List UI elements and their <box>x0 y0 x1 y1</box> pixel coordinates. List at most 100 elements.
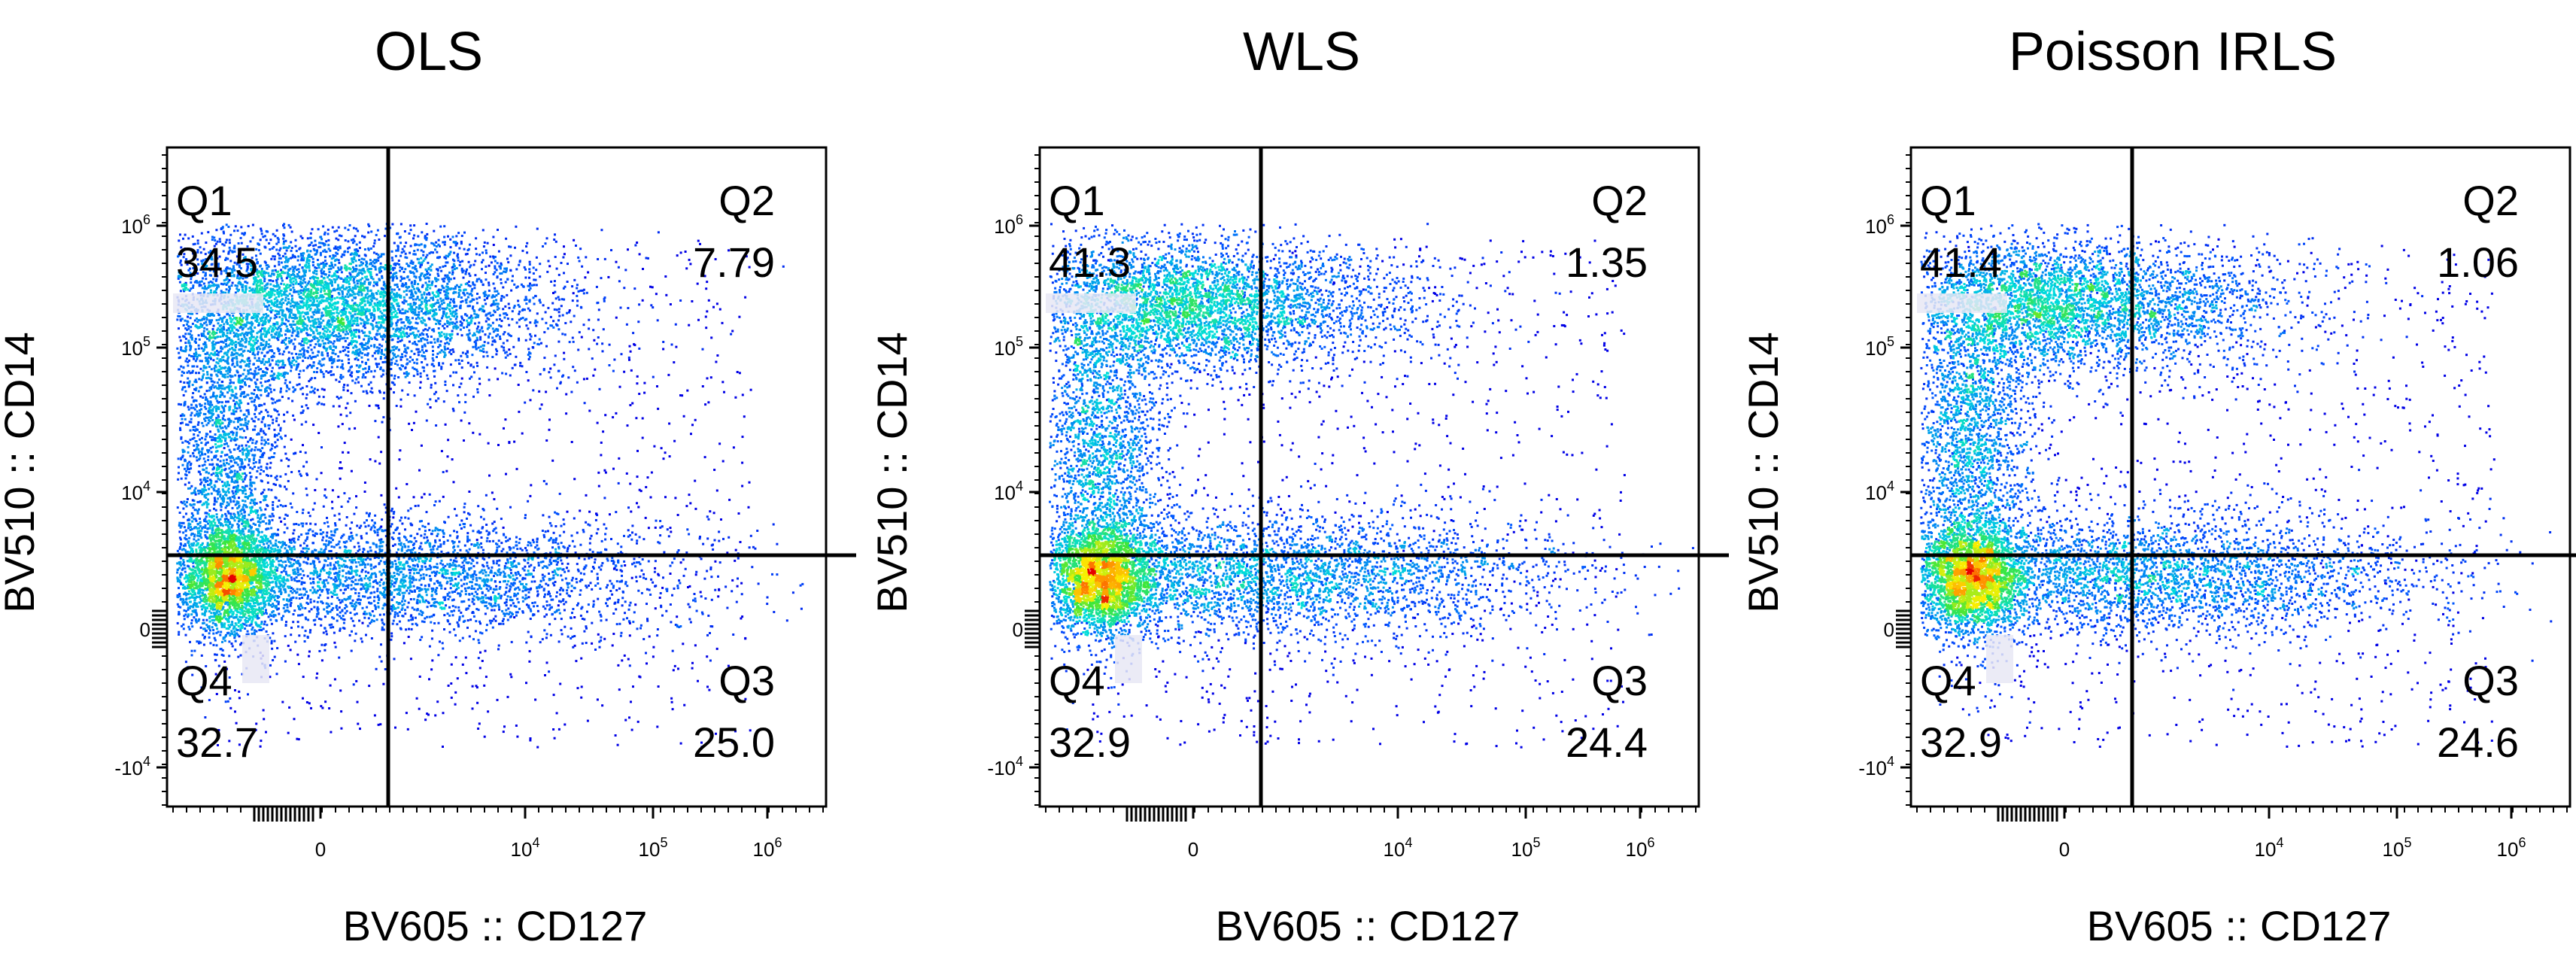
event-dot <box>279 330 282 333</box>
event-dot <box>333 325 336 328</box>
event-dot <box>417 330 420 333</box>
event-dot <box>254 287 257 290</box>
event-dot <box>269 279 272 282</box>
event-dot <box>267 265 270 268</box>
event-dot <box>211 551 214 554</box>
event-dot <box>360 298 363 301</box>
event-dot <box>215 342 217 345</box>
event-dot <box>293 317 296 320</box>
event-dot <box>333 247 336 250</box>
event-dot <box>375 260 378 263</box>
event-dot <box>396 335 399 338</box>
event-dot <box>527 358 530 360</box>
event-dot <box>409 272 412 274</box>
event-dot <box>431 291 434 294</box>
event-dot <box>227 291 230 294</box>
event-dot <box>353 281 356 284</box>
event-dot <box>204 267 207 269</box>
event-dot <box>330 333 333 336</box>
event-dot <box>427 377 430 380</box>
event-dot <box>187 288 190 291</box>
event-dot <box>349 306 352 309</box>
event-dot <box>478 321 481 324</box>
event-dot <box>336 278 339 281</box>
event-dot <box>256 317 258 321</box>
event-dot <box>255 254 257 257</box>
event-dot <box>327 371 330 374</box>
event-dot <box>355 268 358 271</box>
event-dot <box>347 347 350 349</box>
event-dot <box>328 310 331 313</box>
event-dot <box>308 305 310 308</box>
event-dot <box>341 337 344 340</box>
event-dot <box>286 275 289 278</box>
event-dot <box>494 256 497 258</box>
event-dot <box>321 354 324 357</box>
event-dot <box>438 332 441 334</box>
event-dot <box>466 292 469 295</box>
event-dot <box>470 299 473 302</box>
event-dot <box>273 388 276 391</box>
event-dot <box>327 238 330 242</box>
event-dot <box>491 295 494 298</box>
event-dot <box>190 336 193 339</box>
event-dot <box>525 298 528 301</box>
event-dot <box>447 255 450 258</box>
event-dot <box>466 361 469 364</box>
event-dot <box>202 315 205 318</box>
event-dot <box>496 302 499 305</box>
event-dot <box>283 223 286 226</box>
event-dot <box>418 340 421 343</box>
event-dot <box>184 350 187 353</box>
event-dot <box>322 336 325 339</box>
event-dot <box>528 276 530 279</box>
event-dot <box>278 260 281 263</box>
event-dot <box>585 256 588 259</box>
event-dot <box>419 375 422 378</box>
event-dot <box>439 304 442 307</box>
event-dot <box>439 305 442 308</box>
event-dot <box>197 354 200 357</box>
event-dot <box>453 315 456 317</box>
event-dot <box>402 284 406 287</box>
event-dot <box>497 292 500 295</box>
event-dot <box>371 264 374 267</box>
event-dot <box>227 251 230 254</box>
event-dot <box>249 326 252 329</box>
event-dot <box>300 275 303 278</box>
event-dot <box>358 264 361 267</box>
event-dot <box>231 357 234 360</box>
event-dot <box>496 308 499 311</box>
event-dot <box>302 275 305 278</box>
event-dot <box>455 321 458 324</box>
event-dot <box>205 258 208 260</box>
event-dot <box>428 311 431 314</box>
event-dot <box>258 564 261 567</box>
event-dot <box>357 272 360 275</box>
event-dot <box>260 389 263 392</box>
event-dot <box>331 332 334 335</box>
event-dot <box>545 321 548 324</box>
event-dot <box>466 253 469 255</box>
event-dot <box>328 340 331 343</box>
event-dot <box>578 331 581 334</box>
event-dot <box>645 257 648 260</box>
event-dot <box>533 278 536 281</box>
event-dot <box>345 330 348 333</box>
event-dot <box>296 357 299 360</box>
event-dot <box>597 258 600 260</box>
event-dot <box>359 309 362 312</box>
event-dot <box>347 320 350 323</box>
event-dot <box>466 333 469 336</box>
event-dot <box>455 284 458 287</box>
event-dot <box>670 343 673 346</box>
event-dot <box>275 305 278 308</box>
event-dot <box>336 329 339 332</box>
event-dot <box>424 313 427 316</box>
event-dot <box>339 330 342 333</box>
event-dot <box>182 350 185 353</box>
event-dot <box>265 313 268 315</box>
event-dot <box>263 354 266 357</box>
event-dot <box>285 551 288 554</box>
event-dot <box>577 348 580 351</box>
